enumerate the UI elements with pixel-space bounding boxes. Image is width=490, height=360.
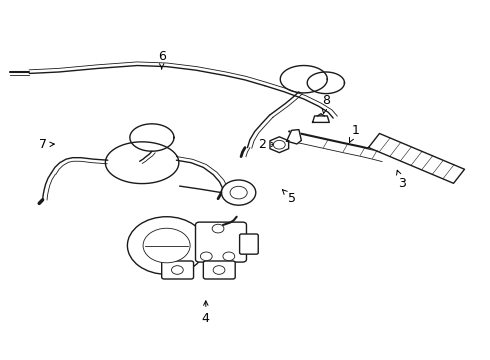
Text: 1: 1: [349, 124, 359, 143]
Polygon shape: [287, 130, 301, 144]
FancyBboxPatch shape: [196, 222, 246, 262]
Circle shape: [212, 224, 224, 233]
Text: 2: 2: [258, 138, 275, 150]
FancyBboxPatch shape: [162, 261, 194, 279]
Text: 4: 4: [202, 301, 210, 325]
Circle shape: [127, 217, 206, 274]
Circle shape: [221, 180, 256, 205]
FancyBboxPatch shape: [203, 261, 235, 279]
Circle shape: [172, 266, 183, 274]
Circle shape: [200, 252, 212, 261]
Text: 6: 6: [158, 50, 166, 69]
Text: 5: 5: [282, 190, 295, 205]
Text: 7: 7: [39, 138, 54, 151]
FancyBboxPatch shape: [240, 234, 258, 254]
Polygon shape: [313, 116, 329, 122]
Circle shape: [143, 228, 190, 263]
Text: 3: 3: [396, 170, 406, 190]
Polygon shape: [270, 137, 289, 153]
Circle shape: [213, 266, 225, 274]
Circle shape: [223, 252, 235, 261]
Text: 8: 8: [322, 94, 330, 113]
Polygon shape: [368, 134, 465, 183]
Circle shape: [230, 186, 247, 199]
Circle shape: [273, 140, 285, 149]
